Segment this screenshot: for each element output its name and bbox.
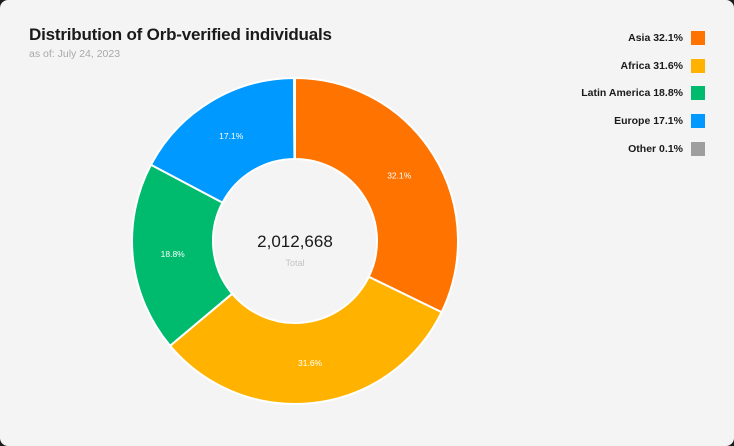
legend-item[interactable]: Latin America 18.8% <box>581 84 705 104</box>
slice-africa[interactable] <box>168 275 443 405</box>
legend-item[interactable]: Asia 32.1% <box>581 28 705 48</box>
slice-europe[interactable] <box>149 76 296 204</box>
slice-label: 31.6% <box>298 358 323 368</box>
legend-item[interactable]: Africa 31.6% <box>581 56 705 76</box>
slice-asia[interactable] <box>294 76 459 314</box>
legend-item[interactable]: Other 0.1% <box>581 139 705 159</box>
legend: Asia 32.1% Africa 31.6% Latin America 18.8… <box>581 28 705 167</box>
slice-label: 32.1% <box>387 171 412 181</box>
slice-other[interactable] <box>292 76 296 161</box>
center-total-label: Total <box>285 258 304 268</box>
chart-title: Distribution of Orb-verified individuals <box>29 25 332 44</box>
legend-label: Europe 17.1% <box>614 115 683 128</box>
slice-label: 18.8% <box>161 249 186 259</box>
legend-swatch <box>691 86 705 101</box>
legend-label: Africa 31.6% <box>620 59 683 72</box>
legend-swatch <box>691 114 705 129</box>
legend-swatch <box>691 141 705 156</box>
center-total-value: 2,012,668 <box>257 232 333 251</box>
legend-swatch <box>691 30 705 45</box>
slice-label: 17.1% <box>219 131 244 141</box>
legend-label: Other 0.1% <box>628 142 683 155</box>
legend-label: Latin America 18.8% <box>581 87 683 100</box>
chart-subtitle: as of: July 24, 2023 <box>29 48 121 60</box>
legend-swatch <box>691 58 705 73</box>
legend-item[interactable]: Europe 17.1% <box>581 111 705 131</box>
slice-latin-america[interactable] <box>131 163 234 348</box>
legend-label: Asia 32.1% <box>628 31 683 44</box>
